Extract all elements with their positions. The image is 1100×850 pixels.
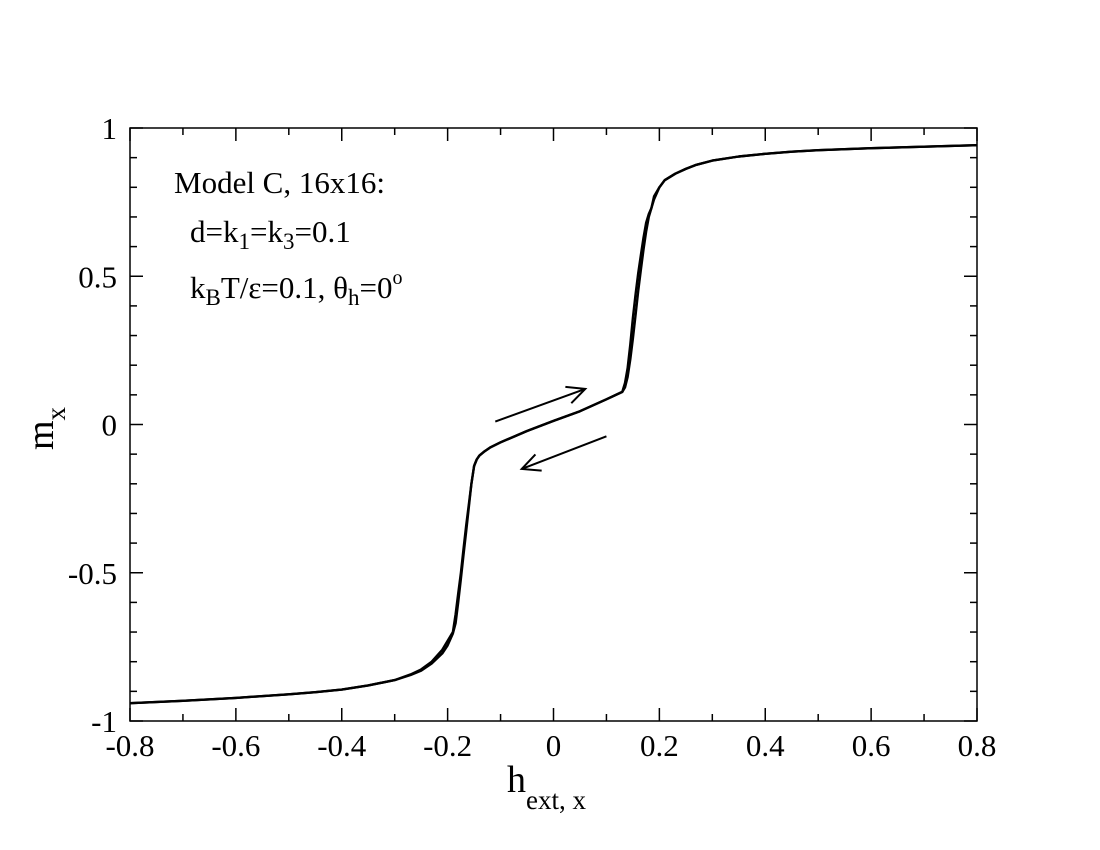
y-tick-label: 0.5: [78, 259, 117, 294]
x-tick-label: 0.6: [852, 728, 891, 763]
superscript-degree: o: [392, 267, 402, 289]
x-tick-label: -0.6: [211, 728, 260, 763]
y-tick-label: -0.5: [68, 556, 117, 591]
x-tick-label: 0.8: [958, 728, 997, 763]
x-axis-label: hext, x: [507, 759, 586, 815]
subscript-b: B: [206, 285, 221, 310]
annotation-line-1: Model C, 16x16:: [174, 165, 385, 200]
direction-arrow-1: [494, 385, 588, 423]
subscript-h: h: [348, 285, 360, 310]
y-axis-label: mx: [20, 406, 71, 450]
subscript-1: 1: [238, 229, 250, 254]
x-tick-label: -0.8: [105, 728, 154, 763]
y-tick-label: 0: [102, 408, 118, 443]
x-axis-label-sub: ext, x: [526, 785, 586, 815]
x-tick-label: 0: [546, 728, 562, 763]
x-tick-label: 0.2: [640, 728, 679, 763]
y-tick-label: 1: [102, 111, 118, 146]
annotation-line-3: kBT/ε=0.1, θh=0o: [190, 267, 402, 310]
x-tick-label: -0.2: [423, 728, 472, 763]
y-axis-label-sub: x: [41, 406, 71, 420]
subscript-3: 3: [283, 229, 295, 254]
y-tick-label: -1: [91, 704, 117, 739]
x-tick-label: -0.4: [317, 728, 367, 763]
series-line-2: [129, 144, 978, 705]
annotation-line-2: d=k1=k3=0.1: [190, 214, 351, 254]
x-tick-label: 0.4: [746, 728, 785, 763]
direction-arrow-2: [519, 435, 607, 472]
